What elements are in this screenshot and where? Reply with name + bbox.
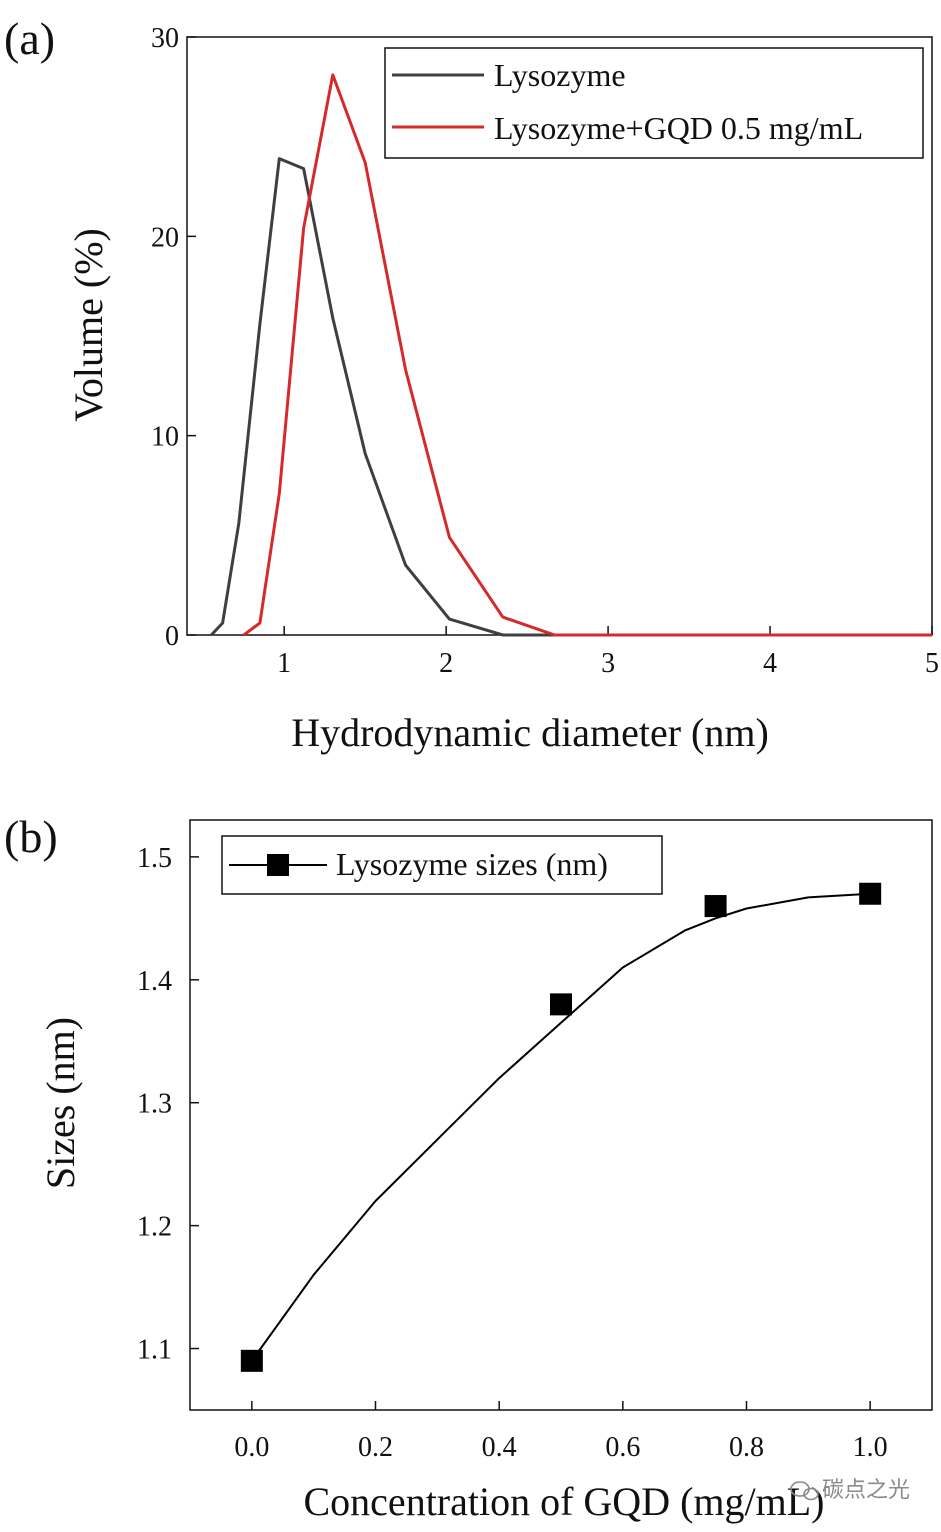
series-line-lysozyme: [210, 157, 932, 637]
series-line-lysozyme-gqd: [242, 73, 932, 637]
watermark: 碳点之光: [790, 1478, 910, 1503]
y-tick-label-b: 1.3: [137, 1089, 172, 1120]
x-tick-label-b: 1.0: [853, 1432, 888, 1463]
x-tick-label-a: 4: [763, 648, 777, 679]
data-point-square: [859, 882, 882, 905]
panel-label-b: (b): [4, 811, 58, 862]
series-lines-a: [210, 73, 932, 637]
y-tick-label-b: 1.4: [137, 966, 172, 997]
wechat-icon: [790, 1481, 819, 1501]
legend-label-lysozyme-gqd: Lysozyme+GQD 0.5 mg/mL: [494, 110, 863, 146]
y-tick-label-a: 20: [151, 222, 179, 253]
data-point-square: [240, 1349, 263, 1372]
axis-ticks-b: 0.0 0.2 0.4 0.6 0.8 1.0 1.1 1.2 1.3 1.4 1.5: [137, 843, 888, 1463]
watermark-text: 碳点之光: [822, 1478, 910, 1503]
y-tick-label-b: 1.2: [137, 1212, 172, 1243]
x-tick-label-a: 5: [925, 648, 939, 679]
fit-curve: [250, 892, 871, 1362]
y-tick-label-a: 30: [151, 23, 179, 54]
y-axis-title-a: Volume (%): [66, 228, 111, 422]
plot-frame-b: [189, 819, 933, 1411]
x-tick-label-a: 2: [439, 648, 453, 679]
x-tick-label-b: 0.8: [729, 1432, 764, 1463]
legend-swatch-marker-b: [267, 854, 289, 876]
y-tick-label-a: 0: [165, 621, 179, 652]
y-tick-label-a: 10: [151, 422, 179, 453]
legend-box-b: [221, 835, 663, 895]
x-tick-label-a: 1: [277, 648, 291, 679]
x-tick-label-a: 3: [601, 648, 615, 679]
x-tick-label-b: 0.6: [605, 1432, 640, 1463]
x-tick-label-b: 0.4: [482, 1432, 517, 1463]
chart-panel-a: (a) 1 2 3 4 5 0 10 20 30 Lysozyme Lysozyme+GQD 0…: [4, 13, 939, 755]
data-point-square: [550, 993, 572, 1016]
data-point-square: [704, 895, 727, 918]
y-axis-title-b: Sizes (nm): [38, 1017, 83, 1189]
axis-ticks-a: 1 2 3 4 5 0 10 20 30: [151, 23, 939, 679]
x-tick-label-b: 0.0: [234, 1432, 269, 1463]
legend-label-lysozyme: Lysozyme: [494, 57, 626, 93]
legend-box-a: [384, 47, 924, 159]
x-axis-title-b: Concentration of GQD (mg/mL): [304, 1479, 825, 1524]
y-tick-label-b: 1.1: [137, 1335, 172, 1366]
y-tick-label-b: 1.5: [137, 843, 172, 874]
chart-panel-b: (b) 0.0 0.2 0.4 0.6 0.8 1.0 1.1 1.2 1.3 1.4 1.5 Ly…: [4, 811, 933, 1524]
legend-label-lysozyme-sizes: Lysozyme sizes (nm): [336, 846, 608, 882]
series-markers-b: [240, 882, 882, 1372]
panel-label-a: (a): [4, 13, 55, 64]
x-tick-label-b: 0.2: [358, 1432, 393, 1463]
x-axis-title-a: Hydrodynamic diameter (nm): [291, 710, 769, 755]
